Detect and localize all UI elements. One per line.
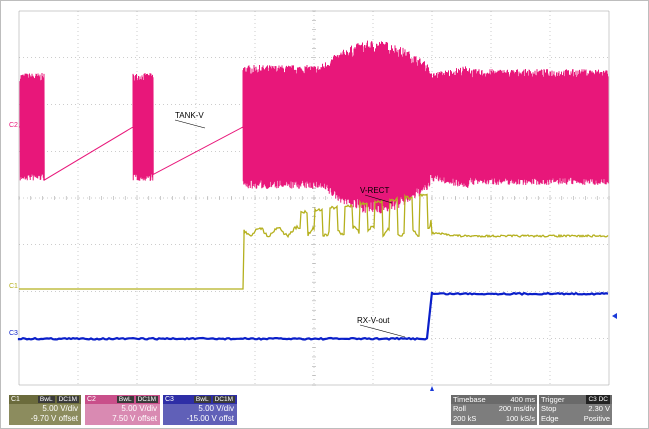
rx-v-out-leader: [359, 324, 406, 338]
c2-bw-tag: BwL: [116, 396, 134, 403]
ch1-trace: [19, 193, 609, 290]
c2-offset: 7.50 V offset: [112, 414, 157, 423]
c3-descriptor[interactable]: C3 BwL DC1M 5.00 V/div -15.00 V offst: [163, 395, 237, 425]
timebase-samples: 200 kS: [453, 414, 477, 423]
trigger-level: 2.30 V: [588, 404, 610, 413]
tank-v-annotation: TANK-V: [175, 111, 204, 120]
v-rect-annotation: V-RECT: [360, 186, 389, 195]
c2-marker[interactable]: C2: [9, 122, 18, 129]
c1-marker[interactable]: C1: [9, 283, 18, 290]
trigger-state: Stop: [541, 404, 557, 413]
timebase-descriptor[interactable]: Timebase 400 ms Roll 200 ms/div 200 kS 10…: [451, 395, 537, 425]
ch2-trace: [19, 40, 609, 214]
c3-scale: 5.00 V/div: [198, 404, 234, 413]
c3-bw-tag: BwL: [193, 396, 211, 403]
timebase-rate: 100 kS/s: [505, 414, 535, 423]
traces: [17, 40, 609, 341]
c1-coupling-tag: DC1M: [56, 396, 79, 403]
timebase-per-div: 200 ms/div: [498, 404, 535, 413]
c1-scale: 5.00 V/div: [42, 404, 78, 413]
c3-id: C3: [165, 396, 174, 403]
trigger-descriptor[interactable]: Trigger C3 DC Stop 2.30 V Edge Positive: [539, 395, 612, 425]
timebase-title: Timebase: [453, 395, 486, 404]
c2-id: C2: [87, 396, 96, 403]
trigger-source-badge: C3 DC: [586, 395, 610, 404]
rx-v-out-annotation: RX-V-out: [357, 316, 390, 325]
c3-offset: -15.00 V offst: [186, 414, 234, 423]
trigger-time-marker[interactable]: [430, 386, 434, 391]
v-rect-leader: [364, 194, 393, 204]
c3-coupling-tag: DC1M: [212, 396, 235, 403]
trigger-type: Edge: [541, 414, 559, 423]
c1-offset: -9.70 V offset: [30, 414, 78, 423]
timebase-mode: Roll: [453, 404, 466, 413]
c2-descriptor[interactable]: C2 BwL DC1M 5.00 V/div 7.50 V offset: [85, 395, 160, 425]
c1-bw-tag: BwL: [37, 396, 55, 403]
trigger-slope: Positive: [583, 414, 610, 423]
ch3-trace: [17, 291, 609, 341]
timebase-delay: 400 ms: [510, 395, 535, 404]
c1-id: C1: [11, 396, 20, 403]
trigger-level-marker[interactable]: [612, 313, 617, 319]
c1-descriptor[interactable]: C1 BwL DC1M 5.00 V/div -9.70 V offset: [9, 395, 81, 425]
c2-coupling-tag: DC1M: [135, 396, 158, 403]
c3-marker[interactable]: C3: [9, 330, 18, 337]
c2-scale: 5.00 V/div: [121, 404, 157, 413]
tank-v-leader: [174, 119, 206, 129]
trigger-title: Trigger: [541, 395, 565, 404]
